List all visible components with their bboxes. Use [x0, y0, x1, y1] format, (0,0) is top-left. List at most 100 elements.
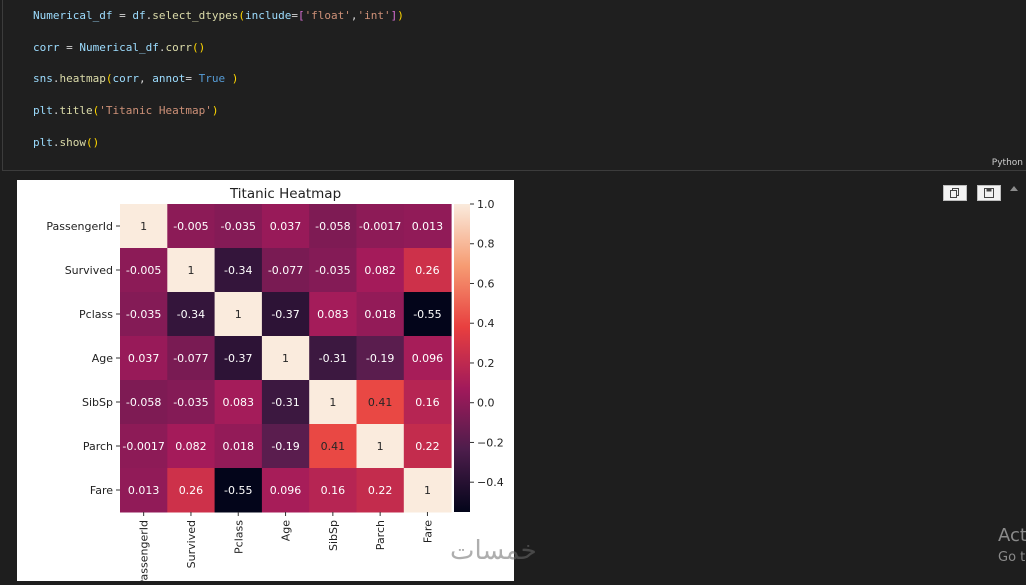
heatmap-cell [120, 468, 168, 513]
code-token: sns [33, 72, 53, 85]
code-line[interactable]: corr = Numerical_df.corr() [33, 41, 205, 55]
heatmap-cell [261, 380, 310, 425]
heatmap-cell [403, 468, 452, 513]
code-token: . [145, 9, 153, 22]
code-token: plt [33, 104, 53, 117]
code-token: . [52, 104, 60, 117]
cell-annotation: -0.005 [173, 220, 208, 233]
cell-annotation: 0.083 [317, 308, 349, 321]
x-tick-label: Age [280, 520, 293, 542]
heatmap-cell [120, 336, 168, 381]
cell-annotation: -0.37 [224, 352, 252, 365]
cell-annotation: 0.26 [179, 484, 204, 497]
language-label[interactable]: Python [991, 158, 1023, 168]
heatmap-cell [309, 204, 357, 249]
cell-annotation: -0.37 [271, 308, 299, 321]
heatmap-cell [403, 292, 452, 337]
cell-annotation: 0.41 [321, 440, 346, 453]
cell-annotation: 0.082 [364, 264, 396, 277]
code-token: show [59, 136, 87, 149]
heatmap-cell [356, 248, 405, 293]
y-tick-label: Age [92, 352, 114, 365]
code-token: ) [211, 104, 219, 117]
cell-annotation: 0.22 [415, 440, 440, 453]
heatmap-cell [403, 336, 452, 381]
heatmap-cell [403, 380, 452, 425]
cell-annotation: 0.41 [368, 396, 393, 409]
code-cell[interactable]: Numerical_df = df.select_dtypes(include=… [2, 0, 1026, 171]
colorbar-tick-label: 0.2 [477, 357, 495, 370]
code-token: ] [390, 9, 398, 22]
cell-annotation: -0.058 [315, 220, 350, 233]
heatmap-cell [261, 292, 310, 337]
cell-annotation: 0.037 [128, 352, 160, 365]
heatmap-cell [167, 248, 216, 293]
heatmap-cell [167, 336, 216, 381]
activate-windows-subtitle: Go t [998, 550, 1026, 565]
cell-annotation: -0.34 [224, 264, 252, 277]
cell-annotation: -0.005 [126, 264, 161, 277]
cell-annotation: 1 [140, 220, 147, 233]
heatmap-cell [167, 468, 216, 513]
cell-annotation: -0.0017 [359, 220, 401, 233]
heatmap-cell [261, 424, 310, 469]
colorbar-tick-label: −0.2 [477, 436, 504, 449]
heatmap-cell [214, 468, 263, 513]
code-token: () [191, 41, 206, 54]
cell-annotation: -0.077 [268, 264, 303, 277]
cell-annotation: 0.16 [415, 396, 440, 409]
cell-annotation: -0.035 [221, 220, 256, 233]
code-token: include [244, 9, 292, 22]
x-tick-label: Pclass [232, 520, 245, 554]
heatmap-cell [261, 336, 310, 381]
x-tick-label: Parch [374, 520, 387, 550]
code-token: = [112, 9, 133, 22]
cell-annotation: 0.018 [364, 308, 396, 321]
chevron-up-icon[interactable] [1009, 183, 1019, 193]
code-token: ( [105, 72, 113, 85]
copy-icon [950, 188, 959, 198]
colorbar-tick-label: 1.0 [477, 198, 495, 211]
y-tick-label: Survived [65, 264, 113, 277]
cell-annotation: -0.035 [126, 308, 161, 321]
heatmap-cell [167, 424, 216, 469]
save-output-button[interactable] [977, 185, 1001, 201]
code-token: . [52, 72, 60, 85]
code-line[interactable]: plt.show() [33, 136, 99, 150]
heatmap-cell [356, 424, 405, 469]
code-token: , [350, 9, 358, 22]
x-tick-label: Survived [185, 520, 198, 568]
heatmap-cell [261, 468, 310, 513]
cell-annotation: -0.55 [413, 308, 441, 321]
y-tick-label: Pclass [79, 308, 113, 321]
code-token: plt [33, 136, 53, 149]
code-token: , [138, 72, 153, 85]
heatmap-cell [356, 204, 405, 249]
heatmap-cell [214, 380, 263, 425]
code-line[interactable]: sns.heatmap(corr, annot= True ) [33, 72, 238, 86]
heatmap-cell [261, 204, 310, 249]
heatmap-cell [120, 248, 168, 293]
code-token: = [291, 9, 298, 22]
code-token: corr [33, 41, 60, 54]
y-tick-label: SibSp [82, 396, 113, 409]
cell-annotation: 0.013 [412, 220, 444, 233]
y-tick-label: Fare [90, 484, 113, 497]
code-token: title [59, 104, 93, 117]
heatmap-cell [214, 424, 263, 469]
code-line[interactable]: Numerical_df = df.select_dtypes(include=… [33, 9, 404, 23]
colorbar-tick-label: 0.6 [477, 277, 495, 290]
copy-output-button[interactable] [943, 185, 967, 201]
cell-annotation: 0.16 [321, 484, 346, 497]
cell-annotation: -0.0017 [122, 440, 164, 453]
cell-annotation: 0.082 [175, 440, 207, 453]
code-token: select_dtypes [152, 9, 239, 22]
cell-annotation: -0.058 [126, 396, 161, 409]
cell-annotation: -0.55 [224, 484, 252, 497]
cell-annotation: -0.31 [271, 396, 299, 409]
heatmap-cell [403, 204, 452, 249]
code-line[interactable]: plt.title('Titanic Heatmap') [33, 104, 218, 118]
x-tick-label: PassengerId [138, 520, 151, 581]
heatmap-cell [356, 380, 405, 425]
